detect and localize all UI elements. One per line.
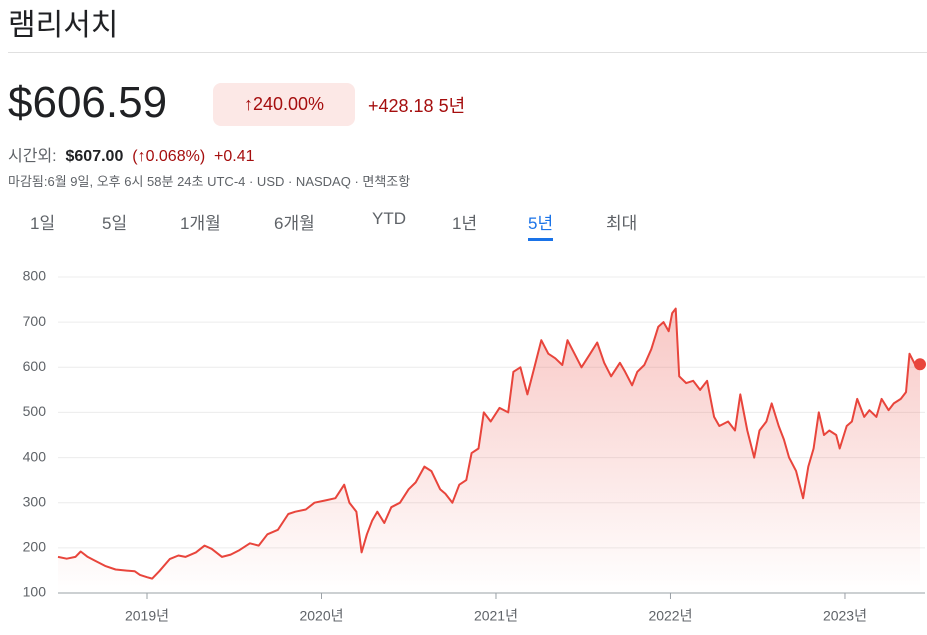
meta: 마감됨:6월 9일, 오후 6시 58분 24초 UTC-4 · USD · N… (8, 174, 411, 189)
y-tick-label: 500 (23, 403, 47, 419)
change-period: 5년 (438, 96, 466, 116)
y-tick-label: 200 (23, 539, 47, 555)
after-hours-percent: (↑0.068%) (132, 148, 206, 165)
y-tick-label: 800 (23, 268, 47, 284)
tab[interactable]: 5년 (528, 209, 554, 241)
tab[interactable]: 5일 (102, 214, 128, 233)
area (58, 308, 920, 593)
after-hours: 시간외: $607.00 (↑0.068%) +0.41 (8, 142, 255, 166)
divider (8, 52, 927, 53)
x-tick-label: 2021년 (474, 608, 518, 624)
after-hours-label: 시간외: (8, 148, 57, 165)
x-tick-label: 2019년 (125, 608, 169, 624)
change: +428.18 5년 (368, 92, 465, 118)
x-tick-label: 2020년 (299, 608, 343, 624)
price-line (57, 307, 921, 580)
y-tick-label: 600 (23, 358, 47, 374)
y-tick-label: 300 (23, 493, 47, 509)
y-tick-label: 400 (23, 448, 47, 464)
y-tick-label: 700 (23, 313, 47, 329)
price: $606.59 (8, 78, 168, 127)
x-tick-label: 2023년 (823, 608, 867, 624)
tab[interactable]: 1일 (30, 214, 56, 233)
title: 램리서치 (8, 9, 119, 42)
tab[interactable]: 1년 (452, 214, 478, 233)
tab[interactable]: 6개월 (274, 214, 315, 233)
x-tick-label: 2022년 (648, 608, 692, 624)
tab[interactable]: YTD (372, 209, 406, 228)
tab[interactable]: 1개월 (180, 214, 221, 233)
change-value: +428.18 (368, 96, 434, 116)
tab[interactable]: 최대 (606, 214, 638, 233)
change-badge: ↑240.00% (213, 83, 355, 126)
after-hours-price: $607.00 (65, 148, 124, 165)
y-tick-label: 100 (23, 584, 47, 600)
after-hours-change: +0.41 (214, 148, 255, 165)
last-point (914, 358, 926, 371)
